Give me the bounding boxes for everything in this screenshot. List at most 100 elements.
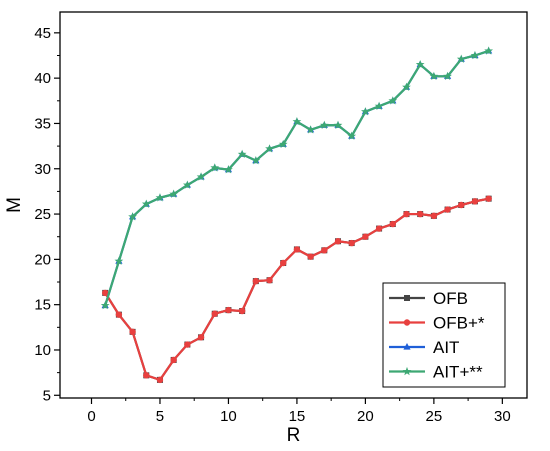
legend-entry: AIT bbox=[389, 338, 459, 357]
data-point bbox=[389, 220, 396, 228]
x-axis: 0 5 10 15 20 25 30 bbox=[87, 398, 511, 425]
series-line bbox=[104, 49, 489, 306]
data-point bbox=[114, 256, 124, 265]
data-point bbox=[443, 71, 452, 81]
data-point bbox=[170, 356, 177, 364]
y-axis: 5 10 15 20 25 30 35 40 45 bbox=[34, 25, 60, 404]
data-point bbox=[430, 212, 438, 220]
data-point bbox=[485, 195, 492, 202]
y-tick-label: 15 bbox=[34, 297, 51, 314]
data-point bbox=[237, 149, 247, 158]
legend-entry: AIT+** bbox=[389, 363, 483, 382]
data-point bbox=[238, 307, 246, 315]
data-point bbox=[143, 372, 150, 379]
data-point bbox=[444, 206, 451, 213]
data-point bbox=[293, 246, 301, 253]
data-point bbox=[155, 193, 165, 202]
data-point bbox=[278, 139, 288, 149]
data-point bbox=[334, 238, 342, 245]
data-point bbox=[375, 225, 383, 232]
data-point bbox=[196, 172, 206, 181]
legend-entry: OFB+* bbox=[389, 314, 485, 333]
x-tick-label: 10 bbox=[220, 408, 237, 425]
x-tick-label: 15 bbox=[289, 408, 306, 425]
data-point bbox=[321, 247, 328, 254]
legend-label: AIT+** bbox=[433, 363, 483, 382]
x-tick-label: 5 bbox=[156, 408, 164, 425]
data-point bbox=[307, 253, 314, 260]
legend-box bbox=[382, 282, 506, 388]
series-layer bbox=[100, 46, 494, 384]
legend: OFB OFB+* AIT AIT+** bbox=[382, 282, 506, 388]
legend-label: OFB+* bbox=[433, 314, 485, 333]
data-point bbox=[306, 125, 315, 134]
data-point bbox=[251, 156, 261, 165]
series-4 bbox=[100, 46, 494, 310]
legend-swatch-marker bbox=[403, 343, 411, 350]
data-point bbox=[280, 259, 287, 267]
data-point bbox=[182, 180, 192, 189]
y-tick-label: 30 bbox=[34, 161, 51, 178]
data-point bbox=[429, 71, 439, 81]
y-tick-label: 35 bbox=[34, 115, 51, 132]
data-point bbox=[319, 120, 329, 129]
plot-frame bbox=[59, 11, 528, 399]
y-axis-label: M bbox=[4, 197, 25, 213]
y-tick-label: 40 bbox=[34, 70, 51, 87]
data-point bbox=[403, 210, 410, 218]
series-line bbox=[104, 49, 489, 306]
x-tick-label: 30 bbox=[494, 408, 511, 425]
data-point bbox=[210, 163, 220, 172]
data-point bbox=[156, 376, 164, 384]
data-point bbox=[101, 289, 109, 297]
data-point bbox=[415, 59, 425, 69]
data-point bbox=[265, 144, 274, 153]
data-point bbox=[184, 341, 191, 348]
data-point bbox=[141, 199, 151, 208]
data-point bbox=[402, 82, 411, 91]
data-point bbox=[128, 212, 137, 221]
y-tick-label: 45 bbox=[34, 25, 51, 42]
data-point bbox=[197, 334, 205, 341]
data-point bbox=[470, 50, 480, 60]
data-point bbox=[225, 306, 232, 314]
data-point bbox=[115, 311, 123, 318]
legend-label: AIT bbox=[433, 338, 459, 357]
x-axis-label: R bbox=[287, 425, 301, 446]
legend-label: OFB bbox=[433, 289, 468, 308]
data-point bbox=[266, 277, 273, 284]
y-tick-label: 5 bbox=[43, 387, 51, 404]
data-point bbox=[252, 277, 260, 285]
data-point bbox=[211, 310, 218, 317]
data-point bbox=[224, 165, 233, 174]
x-tick-label: 20 bbox=[357, 408, 374, 425]
data-point bbox=[361, 107, 370, 116]
data-point bbox=[292, 117, 302, 126]
data-point bbox=[484, 46, 494, 55]
legend-swatch-marker bbox=[402, 366, 412, 376]
data-point bbox=[416, 210, 424, 218]
legend-swatch-marker bbox=[403, 319, 411, 326]
y-tick-label: 25 bbox=[34, 206, 51, 223]
data-point bbox=[471, 198, 479, 205]
legend-swatch-marker bbox=[404, 295, 410, 301]
data-point bbox=[456, 54, 466, 63]
legend-entry: OFB bbox=[389, 289, 468, 308]
data-point bbox=[374, 101, 384, 110]
data-point bbox=[129, 328, 136, 336]
y-tick-label: 20 bbox=[34, 251, 51, 268]
data-point bbox=[333, 120, 343, 129]
x-tick-label: 25 bbox=[426, 408, 443, 425]
x-tick-label: 0 bbox=[87, 408, 95, 425]
data-point bbox=[100, 300, 110, 310]
series-2 bbox=[101, 195, 492, 384]
data-point bbox=[347, 131, 357, 140]
data-point bbox=[458, 201, 465, 209]
data-point bbox=[388, 96, 398, 105]
series-3 bbox=[101, 46, 493, 309]
data-point bbox=[362, 233, 369, 240]
data-point bbox=[169, 189, 179, 198]
data-point bbox=[348, 239, 355, 247]
y-tick-label: 10 bbox=[34, 342, 51, 359]
